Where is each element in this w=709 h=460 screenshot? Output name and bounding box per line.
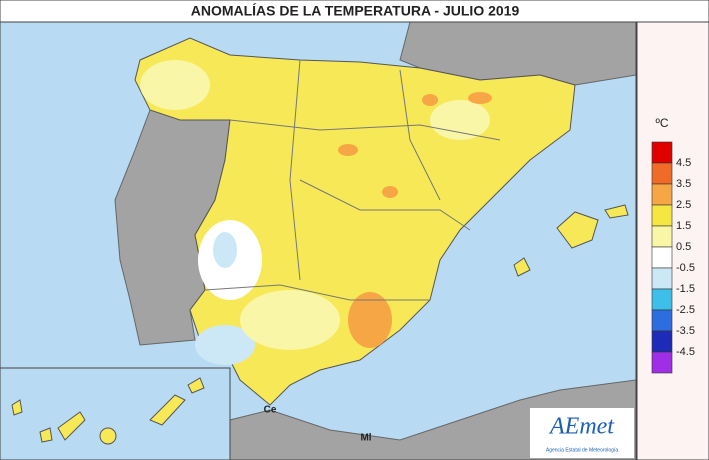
light-patch xyxy=(240,290,340,350)
title: ANOMALÍAS DE LA TEMPERATURA - JULIO 2019 xyxy=(191,3,520,19)
logo-box xyxy=(530,408,634,458)
title-bar xyxy=(0,0,709,23)
legend-swatch xyxy=(651,351,673,374)
island xyxy=(39,427,53,443)
legend-label: 4.5 xyxy=(676,157,691,169)
border xyxy=(289,59,301,281)
place-label: Ml xyxy=(360,433,371,444)
legend-label: 0.5 xyxy=(676,241,691,253)
legend-swatch xyxy=(651,309,673,332)
light-patch xyxy=(430,100,490,140)
logo-subtitle: Agencia Estatal de Meteorología xyxy=(546,447,618,453)
legend-label: -1.5 xyxy=(676,283,695,295)
legend-label: 2.5 xyxy=(676,199,691,211)
cool-patch xyxy=(213,232,237,268)
island xyxy=(57,411,86,441)
legend-label: -3.5 xyxy=(676,325,695,337)
ibiza xyxy=(513,257,531,277)
legend-label: 1.5 xyxy=(676,220,691,232)
legend-swatch xyxy=(651,330,673,353)
legend-swatch xyxy=(651,225,673,248)
border xyxy=(229,119,501,141)
mallorca xyxy=(556,211,599,249)
logo: AEmet xyxy=(548,414,615,440)
legend-swatch xyxy=(651,141,673,164)
warm-patch xyxy=(382,186,398,198)
legend-swatch xyxy=(651,183,673,206)
place-label: Ce xyxy=(264,405,277,416)
island xyxy=(149,394,186,426)
legend-label: -4.5 xyxy=(676,346,695,358)
border xyxy=(204,284,430,301)
border xyxy=(399,69,441,201)
light-patch xyxy=(140,60,210,110)
legend-swatch xyxy=(651,267,673,290)
menorca xyxy=(604,204,629,219)
warm-patch xyxy=(348,292,392,348)
legend-swatch xyxy=(651,288,673,311)
warm-patch xyxy=(468,92,492,104)
border xyxy=(299,179,471,231)
cool-patch xyxy=(195,325,255,365)
legend-label: -2.5 xyxy=(676,304,695,316)
island xyxy=(99,427,117,445)
legend-panel xyxy=(636,21,709,460)
legend-unit: ºC xyxy=(655,116,668,130)
island xyxy=(187,377,205,394)
legend-swatch xyxy=(651,204,673,227)
legend-label: -0.5 xyxy=(676,262,695,274)
legend-swatch xyxy=(651,246,673,269)
island xyxy=(11,399,23,416)
legend-label: 3.5 xyxy=(676,178,691,190)
legend-swatch xyxy=(651,162,673,185)
warm-patch xyxy=(338,144,358,156)
warm-patch xyxy=(422,94,438,106)
